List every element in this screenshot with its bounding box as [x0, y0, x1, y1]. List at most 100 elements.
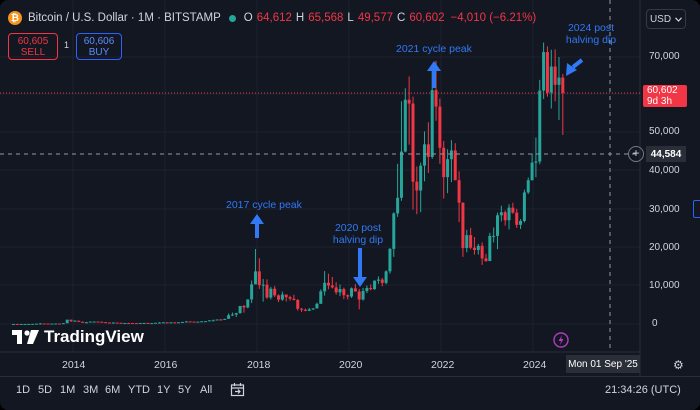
- candle-body: [549, 66, 553, 93]
- timeframe-5d-button[interactable]: 5D: [38, 384, 53, 396]
- candle-body: [188, 321, 192, 323]
- candle-body: [472, 247, 476, 251]
- close-label: C: [397, 12, 406, 24]
- candle-body: [476, 245, 480, 251]
- candle-body: [407, 99, 411, 104]
- candle-body: [65, 319, 69, 324]
- timeframe-1d-button[interactable]: 1D: [16, 384, 31, 396]
- candle-body: [361, 291, 365, 300]
- candle-body: [469, 235, 473, 248]
- candle-body: [480, 245, 484, 259]
- candle-body: [273, 288, 277, 296]
- timeframe-ytd-button[interactable]: YTD: [128, 384, 150, 396]
- sell-label: SELL: [20, 46, 46, 58]
- candle-body: [35, 323, 39, 325]
- candle-body: [392, 213, 396, 249]
- candle-body: [326, 282, 330, 286]
- timeframe-3m-button[interactable]: 3M: [83, 384, 99, 396]
- currency-select[interactable]: USD: [646, 9, 686, 29]
- candle-body: [173, 322, 177, 324]
- candle-body: [161, 322, 165, 324]
- time-tick: 2016: [154, 359, 178, 371]
- candle-body: [403, 99, 407, 152]
- open-label: O: [243, 12, 253, 24]
- candle-body: [73, 320, 77, 322]
- side-panel-handle[interactable]: [693, 200, 700, 218]
- last-price-tag: 60,602 9d 3h: [643, 85, 687, 107]
- candle-body: [61, 323, 65, 325]
- time-tick: 2022: [431, 359, 455, 371]
- candle-body: [442, 147, 446, 178]
- price-tick: 0: [652, 318, 658, 329]
- candle-body: [196, 321, 200, 323]
- candle-body: [92, 321, 96, 323]
- logo-text: TradingView: [44, 327, 144, 346]
- annotation-2024-dip-line1: 2024 post: [567, 22, 615, 34]
- candle-body: [154, 322, 158, 324]
- candle-body: [561, 77, 565, 93]
- timeframe-1m-button[interactable]: 1M: [60, 384, 76, 396]
- candle-body: [492, 235, 496, 237]
- price-tick: 20,000: [649, 242, 680, 253]
- candle-body: [31, 323, 35, 325]
- arrow-2024-dip-shaft: [571, 58, 584, 69]
- candle-body: [538, 90, 542, 162]
- crosshair-date-tag: Mon 01 Sep '25: [566, 355, 640, 373]
- candle-body: [77, 320, 81, 322]
- candle-body: [384, 271, 388, 283]
- timeframe-6m-button[interactable]: 6M: [105, 384, 121, 396]
- buy-label: BUY: [88, 46, 110, 58]
- candle-body: [315, 303, 319, 309]
- candle-body: [131, 323, 135, 325]
- time-tick: 2014: [62, 359, 86, 371]
- candle-body: [207, 320, 211, 322]
- candle-body: [88, 321, 92, 323]
- candle-body: [96, 321, 100, 323]
- candle-body: [365, 287, 369, 292]
- candle-body: [396, 197, 400, 214]
- annotation-2020-dip: 2020 post halving dip: [330, 222, 386, 246]
- candle-body: [200, 321, 204, 323]
- candle-body: [119, 322, 123, 324]
- candle-body: [507, 207, 511, 221]
- candle-body: [423, 144, 427, 166]
- settings-gear-icon[interactable]: ⚙: [673, 358, 684, 372]
- tradingview-logo[interactable]: TradingView: [12, 327, 144, 347]
- symbol-title[interactable]: Bitcoin / U.S. Dollar · 1M · BITSTAMP: [28, 12, 221, 24]
- candle-body: [69, 319, 73, 322]
- arrow-2017-peak-head: [250, 214, 264, 224]
- timeframe-1y-button[interactable]: 1Y: [157, 384, 171, 396]
- candle-body: [334, 287, 338, 293]
- candle-body: [496, 215, 500, 236]
- timeframe-all-button[interactable]: All: [200, 384, 213, 396]
- timeframe-5y-button[interactable]: 5Y: [178, 384, 192, 396]
- buy-button[interactable]: 60,606 BUY: [76, 33, 122, 60]
- candle-body: [557, 77, 561, 85]
- candle-body: [50, 323, 54, 325]
- add-alert-plus-icon[interactable]: +: [628, 146, 644, 162]
- candle-body: [11, 323, 15, 325]
- candle-body: [303, 309, 307, 311]
- candle-body: [215, 319, 219, 321]
- candle-body: [438, 106, 442, 148]
- candle-body: [484, 258, 488, 262]
- candle-body: [192, 321, 196, 323]
- candle-body: [399, 151, 403, 198]
- candle-body: [219, 319, 223, 321]
- last-price: 60,602: [647, 85, 678, 96]
- candle-body: [419, 165, 423, 191]
- price-tick: 70,000: [649, 51, 680, 62]
- candle-body: [246, 299, 250, 308]
- candle-body: [530, 162, 534, 181]
- bitcoin-icon: ₿: [8, 11, 22, 25]
- sell-button[interactable]: 60,605 SELL: [8, 33, 58, 60]
- candle-body: [461, 202, 465, 249]
- ohlc-values: O 64,612 H 65,568 L 49,577 C 60,602 −4,010 (…: [244, 12, 536, 24]
- candle-body: [123, 323, 127, 325]
- annotation-2020-dip-line2: halving dip: [332, 234, 384, 246]
- lightning-icon[interactable]: [553, 332, 569, 348]
- candle-body: [446, 159, 450, 178]
- candle-body: [223, 318, 227, 320]
- date-range-calendar-icon[interactable]: [230, 382, 245, 397]
